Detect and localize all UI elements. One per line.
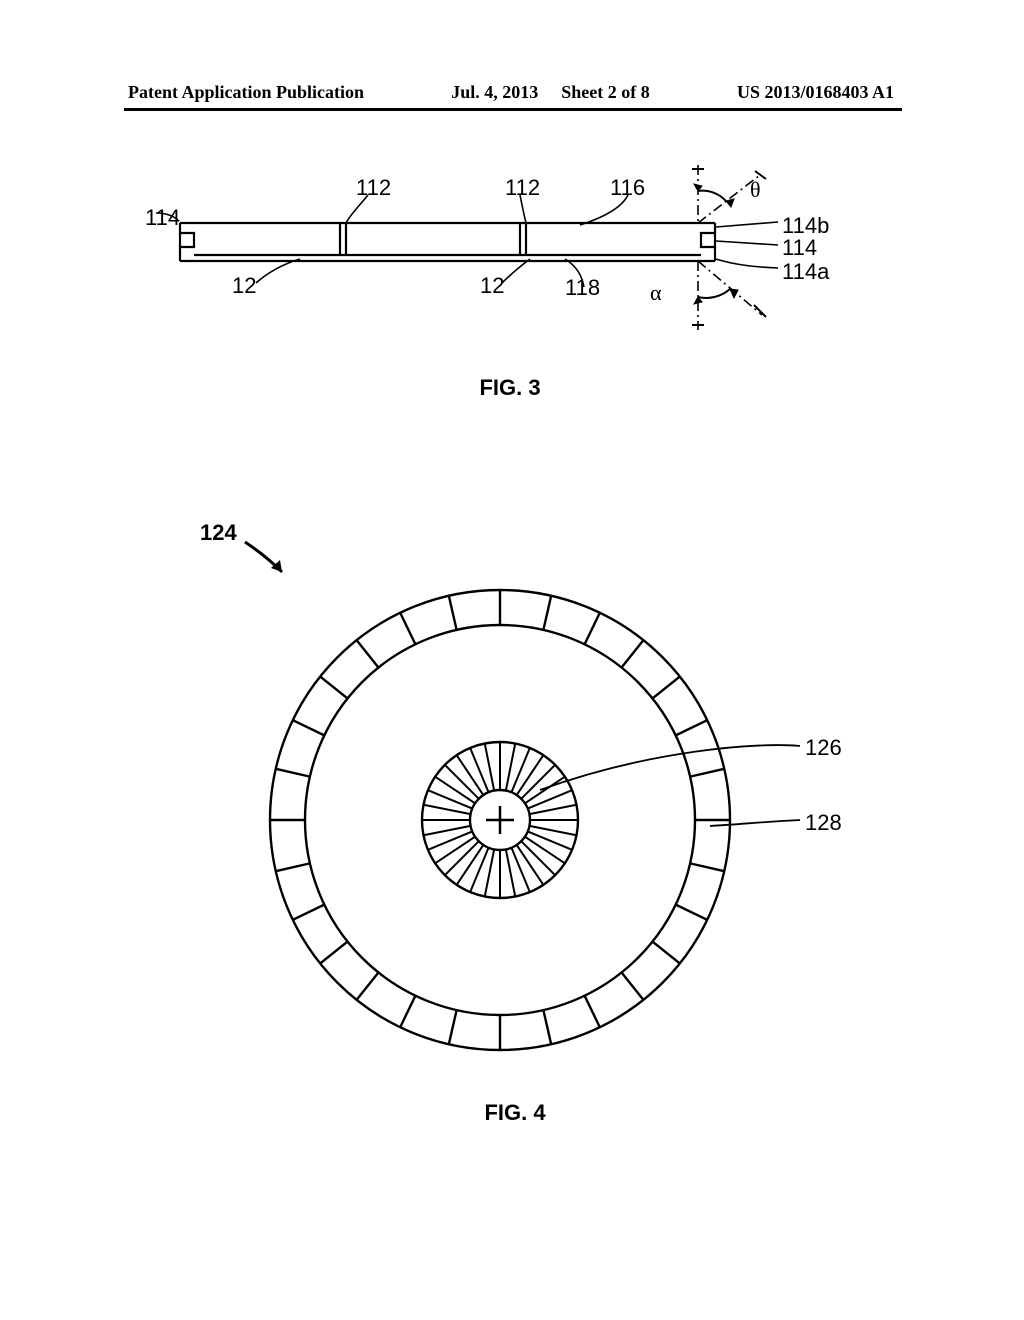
ref-alpha: α (650, 280, 662, 306)
ref-112-a: 112 (356, 175, 391, 201)
ref-126: 126 (805, 735, 842, 761)
ref-114-left: 114 (145, 205, 180, 231)
ref-12-b: 12 (480, 273, 504, 299)
ref-124: 124 (200, 520, 237, 546)
figure-4: FIG. 4 124 126 128 (190, 520, 870, 1160)
ref-118: 118 (565, 275, 600, 301)
figure-3-label: FIG. 3 (150, 375, 870, 401)
ref-114a: 114a (782, 259, 829, 285)
header-rule (124, 108, 902, 111)
header-publication: Patent Application Publication (128, 82, 364, 103)
figure-4-drawing (190, 520, 870, 1080)
header-pub-number: US 2013/0168403 A1 (737, 82, 894, 103)
header-date-sheet: Jul. 4, 2013 Sheet 2 of 8 (451, 82, 650, 103)
figure-4-label: FIG. 4 (190, 1100, 840, 1126)
ref-114-right: 114 (782, 235, 817, 261)
ref-theta: θ (750, 177, 761, 203)
ref-12-a: 12 (232, 273, 256, 299)
ref-116: 116 (610, 175, 645, 201)
page-header: Patent Application Publication Jul. 4, 2… (0, 82, 1024, 103)
ref-112-b: 112 (505, 175, 540, 201)
figure-3: FIG. 3 114 112 112 116 θ 114b 114 114a 1… (150, 165, 870, 425)
ref-128: 128 (805, 810, 842, 836)
